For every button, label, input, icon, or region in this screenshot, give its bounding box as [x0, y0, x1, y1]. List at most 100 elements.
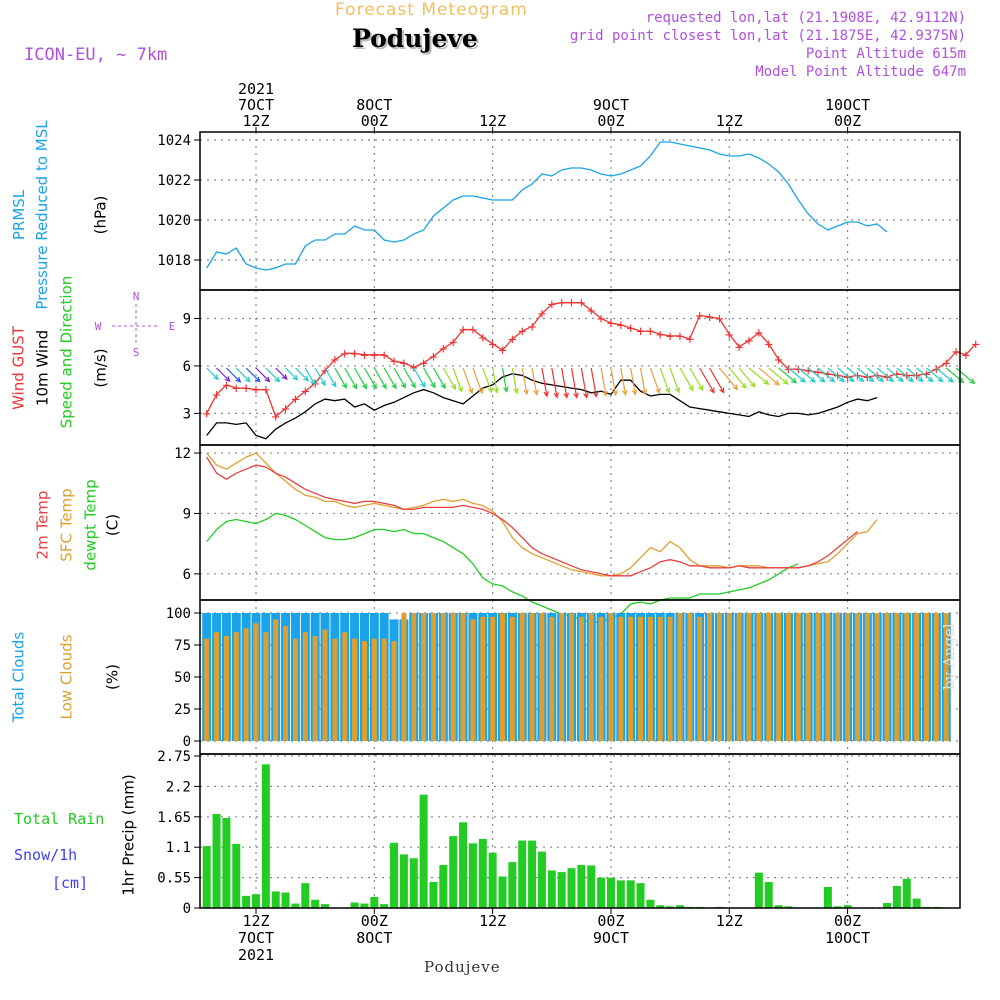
y-tick-label: 1024: [157, 133, 191, 149]
wind-arrow-shaft: [610, 367, 617, 396]
wind-arrow-head: [665, 387, 671, 394]
gust-marker: +: [567, 296, 575, 312]
low-cloud-bar: [509, 616, 515, 741]
gust-marker: +: [893, 367, 901, 383]
wind-direction-arrow: [630, 367, 638, 396]
wind-direction-arrow: [216, 367, 231, 382]
gust-marker: +: [843, 370, 851, 386]
wind-direction-arrow: [778, 367, 798, 384]
gust-marker: +: [498, 343, 506, 359]
pressure-ylabel-line: PRMSL: [10, 189, 28, 240]
cloud-unit-line: (%): [103, 664, 121, 690]
low-cloud-bar: [835, 613, 841, 741]
wind-arrow-head: [264, 376, 271, 383]
precip-bar: [675, 905, 684, 908]
total-rain-label: Total Rain: [14, 810, 104, 828]
precip-bar: [449, 836, 458, 908]
wind-direction-arrow: [482, 367, 493, 394]
wind-direction-arrow: [876, 367, 895, 383]
wind-direction-arrow: [639, 367, 648, 396]
gust-marker: +: [676, 329, 684, 345]
marks-layer: +++ + + + ++ ++ + +++ + + + + + + + + + + + ++ + + + ++ + +++ + + + +…: [202, 141, 980, 908]
gust-marker: +: [488, 337, 496, 353]
bottom-time-label: 2021: [238, 946, 274, 964]
gust-marker: +: [656, 327, 664, 343]
low-cloud-bar: [361, 641, 367, 741]
wind-arrow-head: [254, 376, 261, 383]
wind-direction-arrow: [334, 367, 347, 389]
gust-marker: +: [222, 378, 230, 394]
y-tick-label: 6: [183, 567, 191, 583]
wind-unit-line: (m/s): [91, 348, 109, 387]
wind-direction-arrow: [935, 367, 954, 383]
low-cloud-bar: [411, 613, 417, 741]
precip-bar: [883, 903, 892, 908]
low-cloud-bar: [815, 613, 821, 741]
gust-marker: +: [281, 402, 289, 418]
wind-arrow-shaft: [501, 367, 508, 392]
low-cloud-bar: [569, 613, 575, 741]
wind-arrow-head: [513, 388, 519, 395]
wind-direction-arrow: [600, 367, 608, 397]
wind-arrow-head: [457, 386, 463, 393]
wind-direction-arrow: [817, 367, 836, 383]
wind-direction-arrow: [669, 367, 681, 394]
wind-arrow-head: [809, 377, 816, 383]
wind-direction-arrow: [916, 367, 934, 383]
wind-arrow-shaft: [432, 367, 446, 389]
wind-direction-arrow: [699, 367, 715, 394]
gust-marker: +: [301, 384, 309, 400]
precip-bar: [547, 870, 556, 908]
gust-marker: +: [341, 346, 349, 362]
wind-arrow-head: [917, 376, 924, 383]
wind-arrow-shaft: [955, 367, 975, 384]
wind-arrow-head: [410, 382, 416, 389]
gust-marker: +: [745, 334, 753, 350]
precip-bar: [784, 906, 793, 908]
precip-bar: [606, 877, 615, 908]
wind-arrow-head: [791, 377, 798, 384]
panel-frame-pressure: [199, 131, 961, 291]
wind-arrow-shaft: [413, 367, 426, 388]
low-cloud-bar: [342, 632, 348, 741]
wind-direction-arrow: [285, 367, 299, 381]
wind-arrow-head: [523, 389, 529, 396]
gust-marker: +: [794, 362, 802, 378]
precip-bar: [429, 882, 438, 908]
y-tick-label: 1022: [157, 173, 191, 189]
low-cloud-bar: [638, 616, 644, 741]
snow-unit-label: [cm]: [52, 874, 88, 892]
wind-arrow-head: [709, 387, 715, 394]
low-cloud-bar: [785, 613, 791, 741]
gust-marker: +: [202, 406, 210, 422]
low-cloud-bar: [716, 613, 722, 741]
wind-arrow-head: [937, 376, 944, 383]
wind-arrow-shaft: [896, 367, 914, 382]
wind-direction-arrow: [728, 367, 747, 389]
wind-direction-arrow: [866, 367, 885, 383]
chart-title: Forecast Meteogram: [335, 0, 528, 20]
wind-arrow-head: [274, 376, 281, 383]
y-tick-label: 12: [174, 446, 191, 462]
y-tick-label: 1020: [157, 213, 191, 229]
wind-arrow-shaft: [521, 367, 528, 395]
wind-direction-arrow: [788, 367, 806, 383]
wind-arrow-shaft: [906, 367, 924, 382]
wind-direction-arrow: [551, 367, 560, 399]
gust-marker: +: [626, 321, 634, 337]
low-cloud-bar: [302, 632, 308, 741]
precip-bar: [311, 899, 320, 908]
grid-point-coords: grid point closest lon,lat (21.1875E, 42…: [569, 28, 966, 44]
wind-arrow-head: [213, 374, 219, 381]
wind-arrow-head: [371, 383, 377, 390]
wind-arrow-head: [612, 390, 618, 397]
precip-bar: [646, 899, 655, 908]
y-tick-label: 0: [183, 734, 191, 750]
gust-marker: +: [390, 354, 398, 370]
wind-arrow-head: [655, 387, 661, 395]
low-cloud-bar: [283, 625, 289, 741]
wind-arrow-head: [688, 385, 694, 392]
wind-ylabel: 10m Wind: [33, 330, 51, 406]
wind-arrow-shaft: [669, 367, 680, 393]
wind-direction-arrow: [590, 367, 599, 398]
